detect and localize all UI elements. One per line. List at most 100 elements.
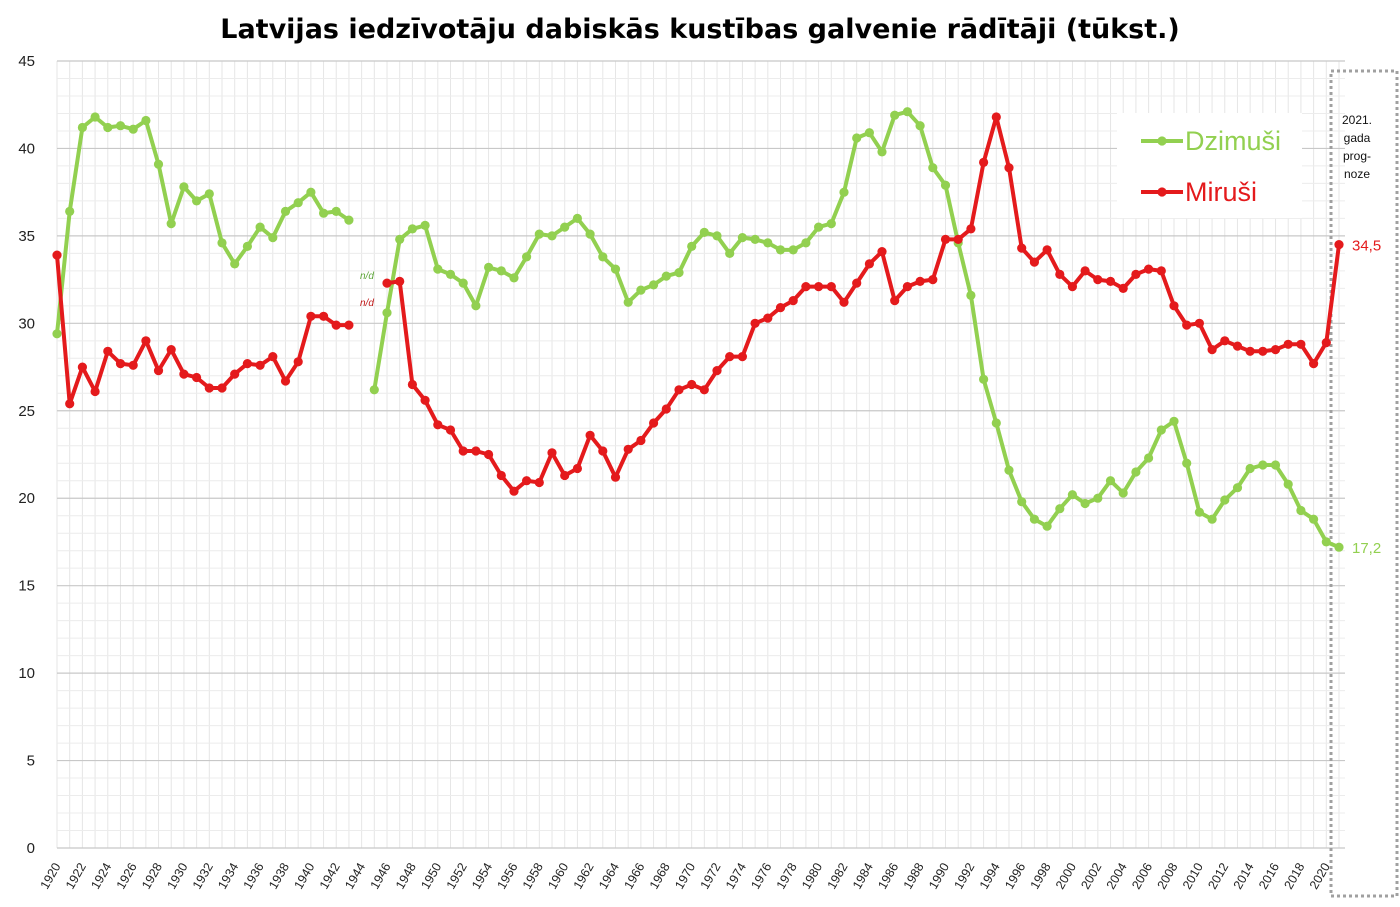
x-tick-label: 1980 [799,860,825,891]
data-point [1169,416,1179,426]
data-point [115,121,126,131]
data-point [750,234,760,244]
data-point [877,247,887,257]
data-point [496,266,506,276]
data-point [598,252,608,262]
data-point [826,219,836,229]
data-point [217,383,227,393]
data-point [1245,463,1255,474]
data-point [598,446,608,456]
data-point [1182,458,1192,468]
x-tick-label: 1946 [368,860,394,891]
y-tick-label: 35 [18,228,35,245]
data-point [915,121,925,131]
x-tick-label: 1964 [596,860,622,891]
y-tick-label: 5 [27,753,35,770]
data-point [877,147,887,157]
data-point [547,448,557,458]
data-point [966,290,976,300]
data-point [1144,453,1154,463]
data-point [445,425,456,435]
nd-label-mirusi: n/d [360,298,374,309]
data-point [1080,266,1090,276]
data-point [204,189,214,199]
series-line [55,253,351,406]
data-point [649,280,659,290]
data-point [763,238,773,248]
data-point [458,446,468,456]
data-point [242,359,252,369]
x-tick-label: 1950 [418,860,444,891]
data-point [1156,266,1166,276]
legend-label: Dzimuši [1185,126,1281,156]
data-point [1309,514,1319,524]
x-tick-label: 1920 [38,860,64,891]
data-point [382,308,392,318]
data-point [103,346,113,356]
legend-item-miru-i: Miruši [1141,177,1257,207]
data-point [179,369,189,379]
data-point [826,282,836,292]
data-point [179,182,189,192]
x-tick-label: 1960 [545,860,571,891]
x-tick-label: 1970 [672,860,698,891]
data-point [1258,346,1268,356]
data-point [1105,476,1116,486]
data-point [890,296,900,306]
data-point [255,360,265,370]
x-tick-label: 2014 [1231,860,1257,891]
data-point [1220,495,1230,505]
data-point [204,383,214,393]
data-point [839,187,849,197]
data-point [687,379,697,390]
x-tick-label: 1982 [825,860,851,891]
data-point [623,297,633,307]
x-tick-label: 1986 [875,860,901,891]
data-point [1207,514,1217,524]
data-point [1296,505,1306,516]
data-point [572,463,583,474]
data-point [991,112,1001,122]
data-point [395,234,405,244]
data-point [610,264,621,274]
data-point [65,206,75,216]
data-point [369,385,379,395]
data-point [420,220,430,230]
data-point [65,399,75,409]
data-point [801,238,811,248]
series-line [55,115,351,336]
data-point [141,336,151,346]
data-point [1131,269,1141,279]
x-tick-label: 1974 [723,860,749,891]
forecast-frame [1329,69,1399,898]
data-point [636,435,646,446]
data-point [52,250,62,260]
data-point [471,446,481,456]
data-point [1067,490,1077,500]
data-point [1169,301,1179,311]
forecast-label-line: noze [1344,167,1370,181]
x-tick-label: 2004 [1104,860,1130,891]
data-point [737,233,748,243]
data-point [458,278,468,288]
data-point [534,229,544,239]
data-point [1118,283,1128,293]
x-tick-label: 1962 [571,860,597,891]
data-point [560,222,570,232]
data-point [585,430,595,440]
data-point [979,157,989,167]
y-tick-label: 15 [18,578,35,595]
series-dzimu-i: 17,2 [52,107,1381,557]
data-point [1093,493,1103,503]
data-point [991,418,1001,428]
legend-box [1117,113,1302,218]
data-point [293,198,303,208]
data-point [1270,460,1281,470]
data-point [636,285,646,295]
data-point [1118,488,1128,498]
data-point [902,107,913,117]
data-point [839,297,849,307]
x-tick-label: 1998 [1028,860,1054,891]
data-point [128,124,138,134]
